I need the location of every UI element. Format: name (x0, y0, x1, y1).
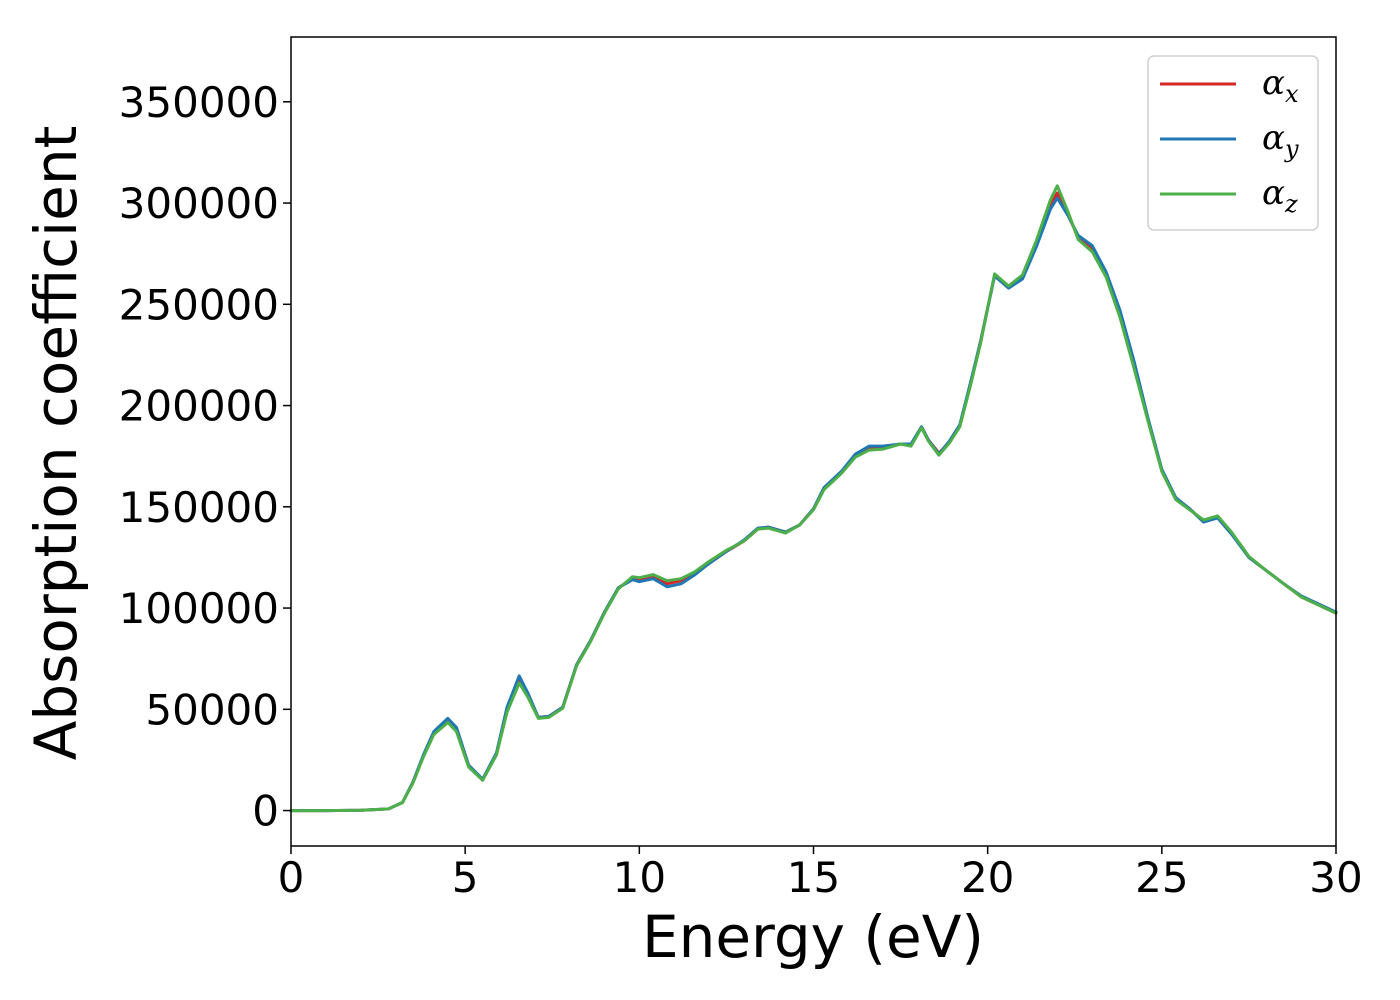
y-tick-label: 0 (252, 787, 279, 836)
x-axis-title: Energy (eV) (642, 903, 984, 971)
x-tick-label: 25 (1135, 853, 1188, 902)
x-tick-label: 20 (961, 853, 1014, 902)
y-axis-ticks: 0 50000 100000 150000 200000 250000 300000 3500… (119, 78, 291, 836)
legend-box (1147, 55, 1319, 231)
x-tick-label: 30 (1309, 853, 1362, 902)
y-tick-label: 50000 (145, 685, 279, 734)
y-axis-title: Absorption coefficient (22, 126, 90, 761)
x-tick-label: 10 (613, 853, 666, 902)
y-tick-label: 250000 (119, 280, 279, 329)
x-tick-label: 0 (278, 853, 305, 902)
series-line-2 (289, 196, 1338, 813)
series-line-3 (289, 184, 1338, 813)
y-tick-label: 100000 (119, 584, 279, 633)
y-tick-label: 150000 (119, 483, 279, 532)
x-tick-label: 15 (787, 853, 840, 902)
x-tick-label: 5 (452, 853, 479, 902)
y-tick-label: 350000 (119, 78, 279, 127)
series-layer (289, 184, 1338, 813)
y-tick-label: 300000 (119, 179, 279, 228)
y-tick-label: 200000 (119, 382, 279, 431)
x-axis-ticks: 0 5 10 15 20 25 30 (278, 846, 1363, 902)
